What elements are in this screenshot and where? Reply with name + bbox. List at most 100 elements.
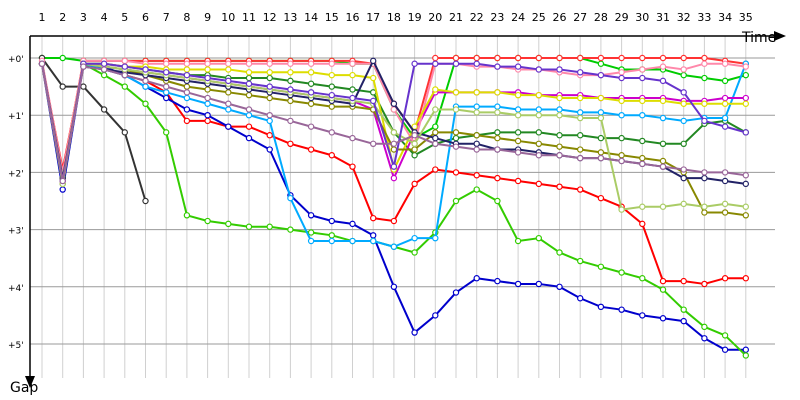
data-point — [577, 69, 584, 76]
data-point — [597, 71, 605, 79]
data-point — [618, 269, 625, 276]
data-point — [432, 234, 439, 242]
lap-tick-label: 20 — [428, 11, 442, 24]
data-point — [701, 174, 708, 182]
data-point — [742, 129, 750, 136]
data-point — [659, 286, 667, 293]
data-point — [597, 154, 605, 162]
data-point — [473, 54, 480, 62]
data-point — [618, 152, 625, 159]
data-point — [639, 312, 646, 319]
data-point — [721, 60, 729, 67]
series-line — [41, 57, 147, 202]
data-point — [618, 157, 625, 165]
data-point — [721, 100, 729, 107]
data-point — [577, 257, 584, 265]
data-point — [266, 94, 273, 102]
data-point — [411, 60, 418, 67]
series-group — [38, 54, 750, 359]
data-point — [680, 54, 687, 62]
series-16 — [38, 60, 750, 185]
data-point — [742, 172, 750, 179]
data-point — [80, 63, 87, 70]
data-point — [597, 303, 605, 311]
lap-tick-label: 18 — [387, 11, 401, 24]
data-point — [494, 103, 501, 110]
lap-tick-label: 1 — [39, 11, 46, 24]
data-point — [204, 117, 211, 125]
data-point — [721, 123, 729, 130]
data-point — [556, 249, 563, 256]
data-point — [287, 117, 294, 125]
data-point — [287, 97, 294, 105]
data-point — [659, 114, 667, 122]
data-point — [370, 97, 377, 105]
data-point — [162, 83, 170, 90]
data-point — [659, 97, 667, 105]
data-point — [680, 117, 687, 125]
data-point — [721, 177, 729, 185]
data-point — [494, 146, 501, 153]
data-point — [494, 89, 501, 96]
data-point — [701, 100, 708, 107]
data-point — [721, 200, 729, 208]
data-point — [639, 154, 646, 162]
lap-tick-label: 35 — [739, 11, 753, 24]
data-point — [556, 111, 563, 119]
data-point — [121, 63, 129, 70]
data-point — [535, 129, 543, 136]
data-point — [535, 280, 543, 288]
data-point — [514, 149, 522, 156]
data-point — [597, 263, 605, 270]
data-point — [370, 237, 377, 245]
data-point — [411, 152, 418, 159]
data-point — [307, 237, 315, 245]
data-point — [432, 123, 439, 130]
data-point — [307, 89, 315, 96]
data-point — [287, 77, 294, 85]
data-point — [514, 91, 522, 99]
data-point — [411, 146, 418, 153]
lap-tick-label: 30 — [635, 11, 649, 24]
data-point — [287, 69, 294, 76]
data-point — [577, 54, 584, 62]
data-point — [245, 123, 253, 130]
data-point — [432, 129, 439, 136]
data-point — [59, 83, 66, 90]
data-point — [162, 129, 170, 136]
data-point — [680, 200, 687, 208]
data-point — [411, 180, 418, 188]
lap-tick-label: 34 — [718, 11, 732, 24]
data-point — [701, 169, 708, 176]
data-point — [432, 166, 439, 173]
data-point — [701, 203, 708, 210]
data-point — [680, 317, 687, 325]
data-point — [370, 74, 377, 82]
data-point — [349, 134, 356, 142]
gap-tick-label: +2' — [8, 169, 24, 179]
data-point — [225, 220, 232, 228]
data-point — [452, 134, 460, 142]
lap-tick-label: 6 — [142, 11, 149, 24]
series-7 — [38, 60, 750, 250]
data-point — [721, 169, 729, 176]
data-point — [328, 237, 335, 245]
data-point — [535, 91, 543, 99]
data-point — [100, 106, 108, 113]
data-point — [307, 123, 315, 130]
data-point — [494, 134, 501, 142]
data-point — [659, 315, 667, 322]
data-point — [370, 140, 377, 147]
data-point — [307, 60, 315, 67]
data-point — [287, 86, 294, 93]
data-point — [390, 163, 398, 170]
data-point — [742, 94, 750, 102]
data-point — [701, 74, 708, 82]
data-point — [514, 129, 522, 136]
data-point — [721, 114, 729, 122]
data-point — [535, 54, 543, 62]
data-point — [142, 197, 149, 205]
data-point — [121, 71, 129, 79]
data-point — [556, 66, 563, 73]
data-point — [494, 129, 501, 136]
